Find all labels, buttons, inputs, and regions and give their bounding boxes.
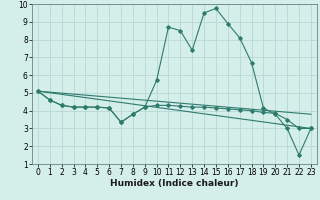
X-axis label: Humidex (Indice chaleur): Humidex (Indice chaleur)	[110, 179, 239, 188]
